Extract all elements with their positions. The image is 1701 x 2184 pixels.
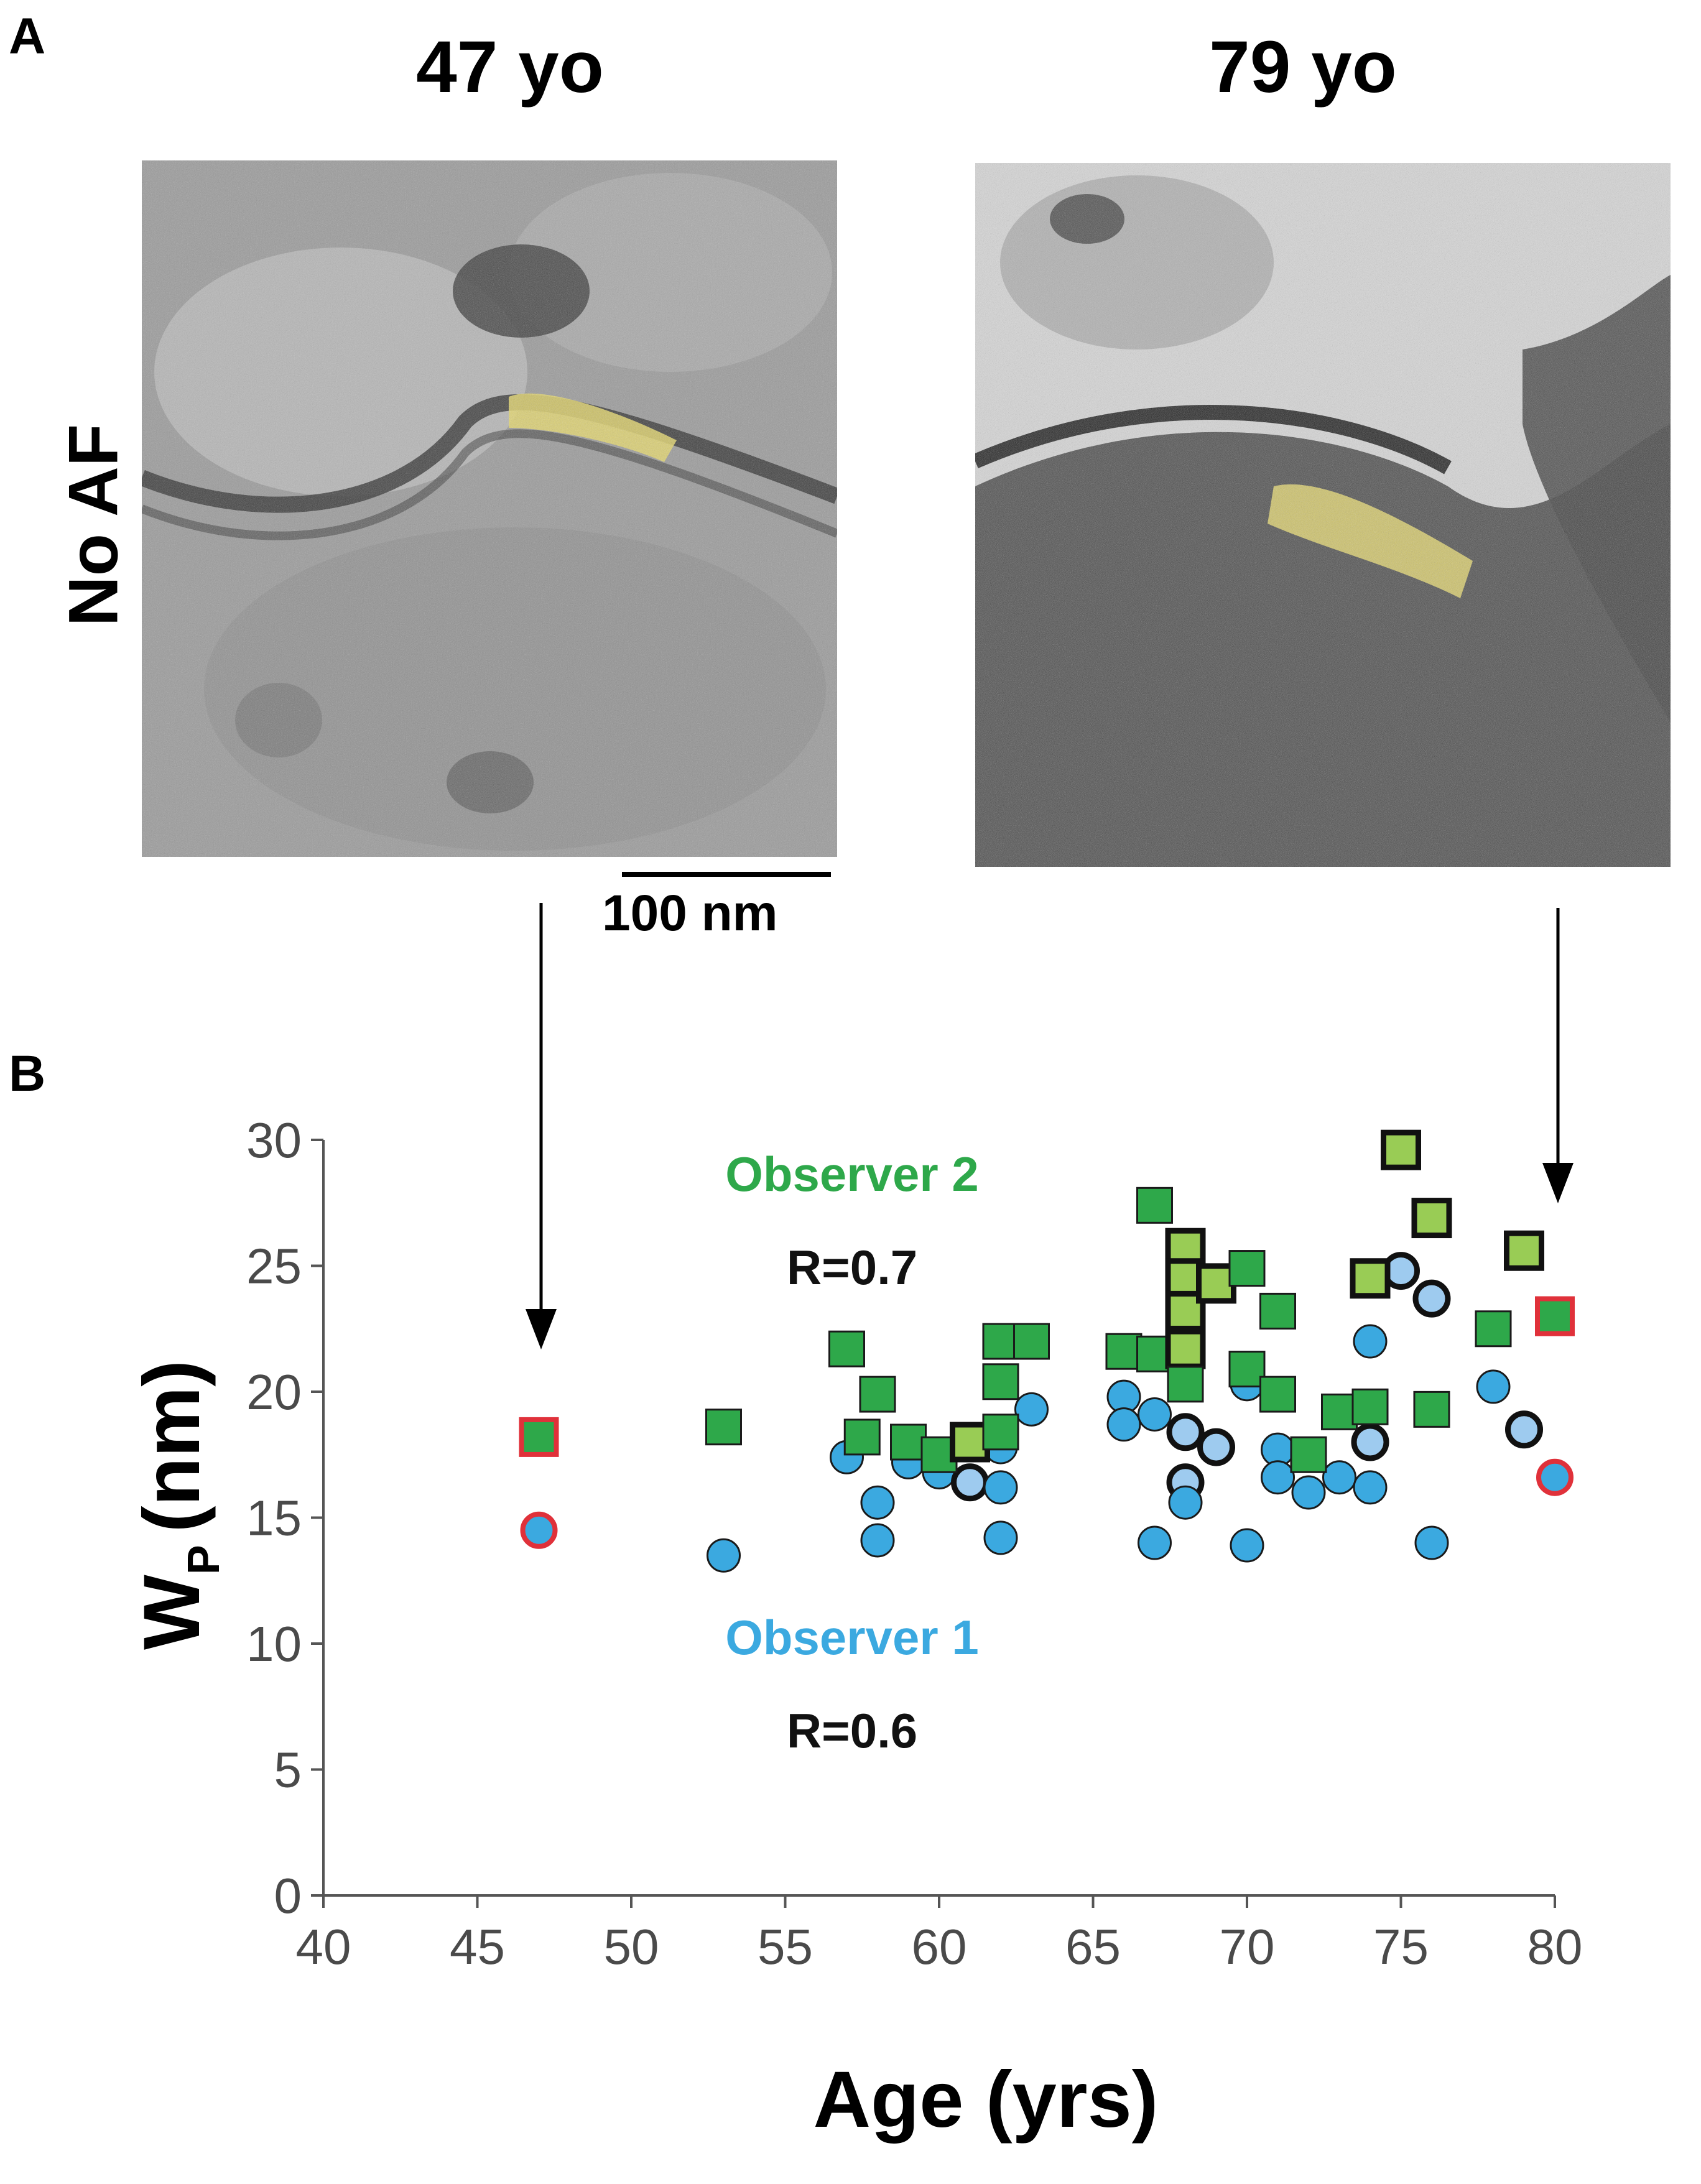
observer-1-point <box>1138 1525 1172 1560</box>
observer-2-point <box>828 1330 865 1367</box>
observer-2-point <box>1228 1250 1266 1287</box>
observer-1-point <box>1353 1470 1388 1505</box>
observer-2-point <box>890 1423 927 1461</box>
scale-bar-label: 100 nm <box>602 885 778 942</box>
micrograph-47yo-image <box>142 160 837 857</box>
observer-2-point <box>843 1418 881 1456</box>
chart-points <box>519 1129 1575 1573</box>
micrograph-47yo <box>142 160 837 857</box>
observer-1-point <box>520 1511 558 1549</box>
observer-2-point <box>982 1363 1019 1400</box>
observer-1-point <box>1261 1460 1295 1495</box>
micrograph-79yo <box>975 163 1671 867</box>
observer-1-point <box>707 1538 741 1573</box>
observer-1-point <box>860 1485 895 1520</box>
column-title-47: 47 yo <box>416 26 604 108</box>
micrograph-79yo-image <box>975 163 1671 867</box>
observer-1-point <box>1197 1428 1235 1466</box>
y-tick-label: 30 <box>246 1113 302 1168</box>
annotation-r-observer-1: R=0.6 <box>787 1703 917 1758</box>
observer-2-point <box>1535 1296 1575 1336</box>
observer-2-point <box>1136 1187 1173 1224</box>
observer-2-point <box>1167 1366 1204 1403</box>
observer-1-point <box>860 1523 895 1558</box>
x-tick-label: 45 <box>450 1919 505 1974</box>
y-axis-title: WP (nm) <box>127 1360 229 1650</box>
observer-2-point <box>1351 1388 1389 1425</box>
observer-2-point <box>1196 1263 1236 1304</box>
x-tick-label: 50 <box>604 1919 659 1974</box>
observer-2-point <box>1475 1310 1512 1348</box>
column-title-79: 79 yo <box>1209 26 1397 108</box>
arrow-79 <box>1542 908 1574 1203</box>
chart-axes <box>322 1140 1555 1897</box>
y-axis-title-unit: (nm) <box>127 1360 216 1532</box>
observer-2-point <box>1321 1393 1358 1430</box>
observer-1-point <box>1414 1525 1449 1560</box>
observer-1-point <box>983 1520 1018 1555</box>
x-tick-label: 40 <box>296 1919 351 1974</box>
x-tick-label: 55 <box>758 1919 813 1974</box>
y-axis-title-sub: P <box>179 1545 229 1575</box>
observer-1-point <box>1351 1423 1389 1461</box>
annotation-r-observer-2: R=0.7 <box>787 1240 917 1295</box>
x-tick-label: 60 <box>912 1919 967 1974</box>
y-tick-label: 10 <box>246 1616 302 1672</box>
observer-1-point <box>1166 1413 1205 1451</box>
observer-1-point <box>1291 1475 1326 1510</box>
x-tick-label: 70 <box>1220 1919 1275 1974</box>
observer-2-point <box>1381 1129 1421 1170</box>
observer-2-point <box>859 1376 896 1413</box>
observer-1-point <box>1230 1528 1264 1563</box>
observer-2-point <box>705 1409 742 1446</box>
panel-letter-b: B <box>9 1045 46 1102</box>
observer-2-point <box>1105 1333 1142 1370</box>
y-tick-label: 15 <box>246 1491 302 1546</box>
observer-1-point <box>1168 1485 1203 1520</box>
y-tick-label: 25 <box>246 1239 302 1294</box>
observer-2-point <box>1228 1351 1266 1388</box>
observer-1-point <box>1505 1410 1543 1449</box>
svg-text:WP(nm): WP (nm) <box>127 1360 229 1650</box>
observer-2-point <box>519 1417 559 1457</box>
annotation-observer-2: Observer 2 <box>725 1147 979 1201</box>
x-tick-label: 80 <box>1527 1919 1583 1974</box>
observer-1-point <box>1106 1407 1141 1442</box>
observer-2-point <box>982 1414 1019 1451</box>
y-tick-label: 20 <box>246 1364 302 1420</box>
observer-2-point <box>950 1422 990 1463</box>
observer-1-point <box>1138 1397 1172 1432</box>
x-axis-title: Age (yrs) <box>813 2055 1159 2144</box>
y-tick-label: 0 <box>274 1868 302 1923</box>
y-axis-title-main: W <box>127 1575 216 1650</box>
observer-2-point <box>1165 1328 1206 1369</box>
x-tick-label: 75 <box>1373 1919 1429 1974</box>
observer-2-point <box>1504 1230 1544 1271</box>
panel-letter-a: A <box>9 8 46 65</box>
observer-2-point <box>1259 1376 1296 1413</box>
observer-2-point <box>1413 1390 1450 1428</box>
observer-2-point <box>982 1323 1019 1360</box>
arrow-47 <box>526 903 557 1349</box>
observer-1-point <box>1322 1460 1356 1495</box>
observer-1-point <box>1014 1392 1049 1427</box>
observer-2-point <box>1350 1258 1391 1299</box>
observer-1-point <box>1476 1369 1511 1404</box>
scale-bar <box>622 872 831 877</box>
observer-2-point <box>1290 1436 1327 1473</box>
observer-2-point <box>1259 1292 1296 1330</box>
x-tick-label: 65 <box>1065 1919 1121 1974</box>
observer-2-point <box>1013 1323 1050 1360</box>
observer-1-point <box>1412 1279 1451 1318</box>
annotation-observer-1: Observer 1 <box>725 1610 979 1665</box>
observer-1-point <box>1536 1458 1574 1496</box>
y-tick-label: 5 <box>274 1742 302 1798</box>
observer-1-point <box>1353 1324 1388 1359</box>
chart-annotations: Observer 2 R=0.7 Observer 1 R=0.6 <box>725 1147 979 1758</box>
chart-ticks: 40 45 50 55 60 65 70 75 80 0 5 10 15 20 25 30 <box>246 1113 1582 1974</box>
observer-1-point <box>983 1470 1018 1505</box>
observer-2-point <box>1411 1198 1452 1239</box>
observer-1-point <box>951 1463 989 1502</box>
